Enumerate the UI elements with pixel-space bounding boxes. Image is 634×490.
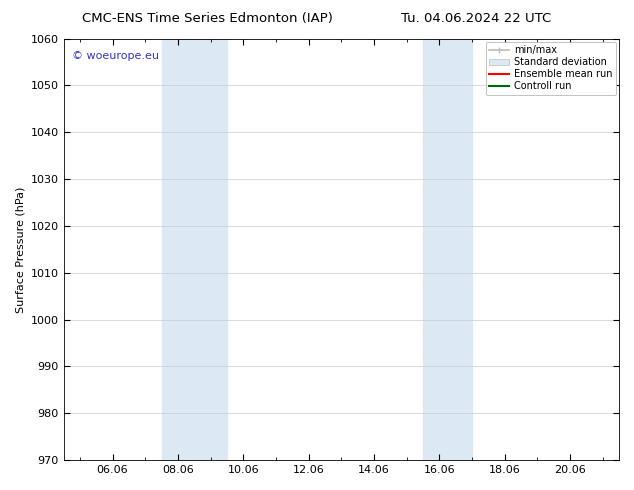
Bar [162, 39, 227, 460]
Legend: min/max, Standard deviation, Ensemble mean run, Controll run: min/max, Standard deviation, Ensemble me… [486, 42, 616, 95]
Text: © woeurope.eu: © woeurope.eu [72, 51, 159, 61]
Y-axis label: Surface Pressure (hPa): Surface Pressure (hPa) [15, 186, 25, 313]
Bar [423, 39, 472, 460]
Text: Tu. 04.06.2024 22 UTC: Tu. 04.06.2024 22 UTC [401, 12, 552, 25]
Text: CMC-ENS Time Series Edmonton (IAP): CMC-ENS Time Series Edmonton (IAP) [82, 12, 333, 25]
